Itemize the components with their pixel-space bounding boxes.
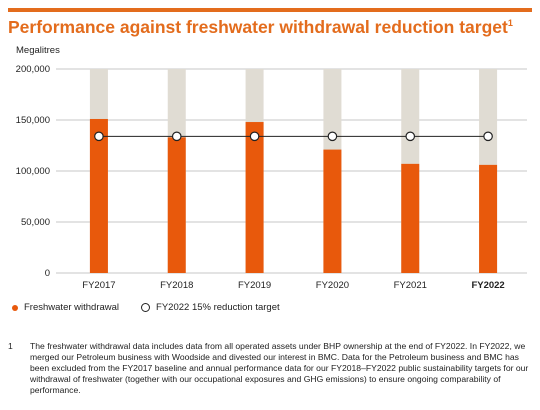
x-tick-label: FY2020 <box>316 280 349 291</box>
legend-item-withdrawal: Freshwater withdrawal <box>12 302 119 313</box>
footnote-text: The freshwater withdrawal data includes … <box>30 341 529 395</box>
target-point <box>327 131 338 142</box>
bar <box>245 122 264 273</box>
legend-bar-swatch <box>12 304 18 311</box>
chart-title: Performance against freshwater withdrawa… <box>8 17 513 37</box>
legend-label-withdrawal: Freshwater withdrawal <box>24 302 120 313</box>
target-point <box>94 131 104 142</box>
y-tick-label: 200,000 <box>16 64 50 75</box>
bar <box>89 118 108 273</box>
bar <box>479 164 498 273</box>
target-point <box>483 131 493 142</box>
bar <box>167 137 186 273</box>
bar <box>323 149 342 273</box>
legend: Freshwater withdrawal FY2022 15% reducti… <box>12 302 280 313</box>
target-point <box>405 131 416 142</box>
y-tick-label: 100,000 <box>16 166 50 177</box>
legend-item-target: FY2022 15% reduction target <box>141 302 280 313</box>
legend-target-swatch <box>141 303 151 312</box>
footnote: 1 The freshwater withdrawal data include… <box>8 341 532 396</box>
x-tick-label: FY2019 <box>238 280 271 291</box>
y-tick-label: 0 <box>45 268 50 279</box>
freshwater-withdrawal-chart: 0 50,000 100,000 150,000 200,000 FY2017 FY2018… <box>16 64 527 291</box>
target-point <box>171 131 182 142</box>
target-point <box>249 131 260 142</box>
x-tick-label: FY2018 <box>160 280 193 291</box>
y-axis-unit-label: Megalitres <box>16 45 60 56</box>
x-tick-label: FY2017 <box>82 280 115 291</box>
x-tick-label: FY2021 <box>394 280 427 291</box>
x-tick-label: FY2022 <box>471 280 504 291</box>
title-footnote-marker: 1 <box>507 18 513 28</box>
bar <box>401 163 420 273</box>
top-rule <box>8 8 532 12</box>
legend-label-target: FY2022 15% reduction target <box>156 302 280 313</box>
y-tick-label: 150,000 <box>16 115 50 126</box>
y-tick-label: 50,000 <box>21 217 50 228</box>
footnote-marker: 1 <box>8 341 13 351</box>
